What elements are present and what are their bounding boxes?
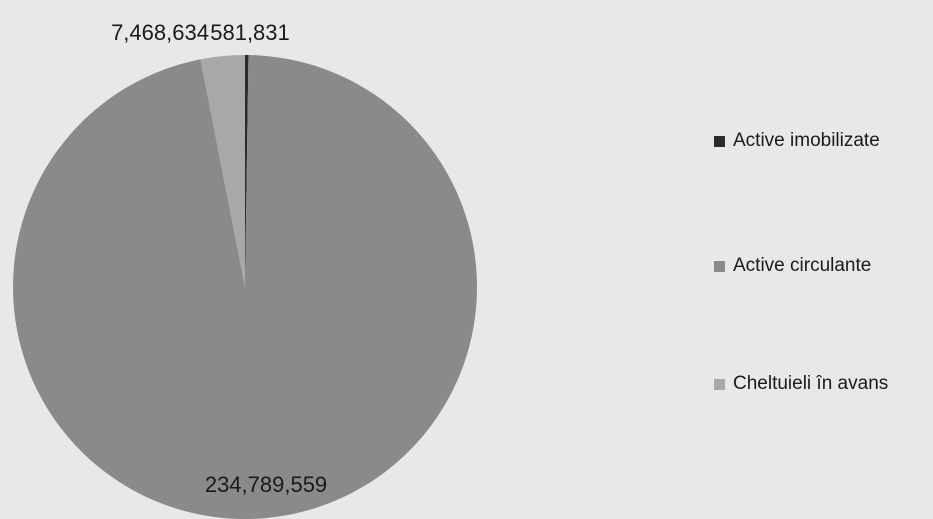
legend-swatch-active-imobilizate — [714, 135, 725, 147]
legend-label-cheltuieli-in-avans: Cheltuieli în avans — [733, 373, 889, 394]
data-label-active-imobilizate: 581,831 — [210, 20, 290, 45]
pie-slice-active-imobilizate — [245, 55, 249, 287]
data-label-cheltuieli-in-avans: 7,468,634 — [111, 20, 209, 45]
legend-swatch-active-circulante — [714, 260, 725, 272]
pie-slice-cheltuieli-in-avans — [200, 55, 245, 287]
legend-item-active-circulante: Active circulante — [714, 255, 871, 277]
pie-slice-active-circulante — [13, 55, 477, 519]
legend-item-active-imobilizate: Active imobilizate — [714, 130, 880, 152]
data-label-active-circulante: 234,789,559 — [205, 472, 327, 497]
legend-label-active-imobilizate: Active imobilizate — [733, 130, 880, 151]
legend-item-cheltuieli-in-avans: Cheltuieli în avans — [714, 373, 888, 395]
chart-legend: Active imobilizate Active circulante Che… — [714, 0, 933, 519]
legend-swatch-cheltuieli-in-avans — [714, 378, 725, 390]
legend-label-active-circulante: Active circulante — [733, 255, 872, 276]
